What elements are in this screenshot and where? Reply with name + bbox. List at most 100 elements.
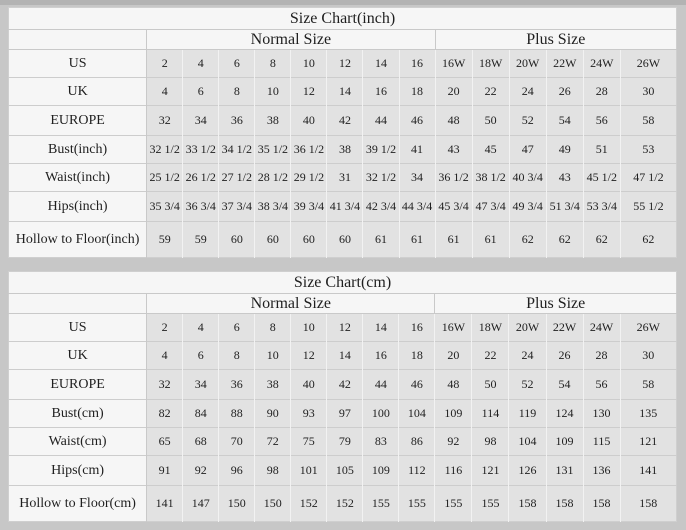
size-value-cell: 53 [619,135,677,164]
size-value-cell: 4 [182,49,219,78]
size-value-cell: 10 [290,49,327,78]
size-value-cell: 116 [434,455,472,486]
size-value-cell: 35 3/4 [146,191,183,222]
size-row: US 2 4 6 8 10 12 14 16 16W 18W 20W 22W 24W 26W [8,49,677,78]
size-value-cell: 82 [146,399,183,428]
size-value-cell: 60 [218,221,255,258]
size-chart-cm-section: Size Chart(cm) Normal Size Plus Size US 2… [8,271,677,522]
size-value-cell: 75 [290,427,327,456]
size-value-cell: 121 [471,455,509,486]
size-chart-cm-table: Size Chart(cm) Normal Size Plus Size US 2… [8,271,677,522]
size-value-cell: 141 [619,455,677,486]
size-value-cell: 8 [254,313,291,342]
window-top-strip [0,0,686,5]
size-rows-body: US 2 4 6 8 10 12 14 16 16W 18W 20W 22W 24W 26W UK 4 6 8 10 1… [8,49,677,258]
size-value-cell: 45 3/4 [434,191,473,222]
size-value-cell: 18W [471,49,510,78]
size-row: Waist(cm) 65 68 70 72 75 79 83 86 92 98 104 109 115 12… [8,427,677,456]
size-value-cell: 119 [508,399,546,428]
size-value-cell: 48 [434,369,472,400]
size-value-cell: 86 [398,427,435,456]
size-value-cell: 36 3/4 [182,191,219,222]
size-value-cell: 34 1/2 [218,135,255,164]
size-value-cell: 26W [619,49,677,78]
size-value-cell: 34 [398,163,436,192]
size-value-cell: 24 [508,77,547,106]
row-label: Waist(cm) [8,427,147,456]
size-value-cell: 2 [146,49,183,78]
size-value-cell: 18 [398,77,436,106]
size-value-cell: 20 [434,341,472,370]
size-value-cell: 98 [254,455,291,486]
size-value-cell: 61 [398,221,436,258]
size-value-cell: 38 [254,369,291,400]
size-value-cell: 51 3/4 [545,191,584,222]
size-value-cell: 88 [218,399,255,428]
group-header-row: Normal Size Plus Size [8,293,677,314]
size-value-cell: 12 [326,313,363,342]
size-value-cell: 26W [619,313,677,342]
size-value-cell: 37 3/4 [218,191,255,222]
size-value-cell: 121 [619,427,677,456]
size-value-cell: 59 [146,221,183,258]
size-value-cell: 4 [182,313,219,342]
row-label: Hollow to Floor(inch) [8,221,147,258]
size-value-cell: 43 [434,135,473,164]
size-value-cell: 109 [545,427,584,456]
size-row: Bust(inch) 32 1/2 33 1/2 34 1/2 35 1/2 36 1/2… [8,135,677,164]
size-value-cell: 26 [545,341,584,370]
size-value-cell: 62 [582,221,621,258]
size-value-cell: 46 [398,105,436,136]
size-value-cell: 38 [254,105,291,136]
row-label: UK [8,77,147,106]
size-value-cell: 155 [434,485,472,522]
size-value-cell: 44 [362,369,399,400]
size-value-cell: 61 [471,221,510,258]
size-value-cell: 6 [218,313,255,342]
row-label: US [8,49,147,78]
size-value-cell: 28 1/2 [254,163,291,192]
size-value-cell: 96 [218,455,255,486]
size-value-cell: 33 1/2 [182,135,219,164]
size-value-cell: 2 [146,313,183,342]
size-value-cell: 58 [619,369,677,400]
normal-size-header: Normal Size [146,29,436,50]
size-value-cell: 62 [545,221,584,258]
size-row: EUROPE 32 34 36 38 40 42 44 46 48 50 52 54 56 58 [8,369,677,400]
size-value-cell: 155 [471,485,509,522]
size-row: Hollow to Floor(inch) 59 59 60 60 60 60 61 61 61 6… [8,221,677,258]
size-value-cell: 29 1/2 [290,163,327,192]
size-value-cell: 131 [545,455,584,486]
size-value-cell: 10 [254,77,291,106]
size-value-cell: 141 [146,485,183,522]
plus-size-header: Plus Size [434,29,677,50]
size-value-cell: 38 3/4 [254,191,291,222]
size-value-cell: 91 [146,455,183,486]
size-value-cell: 101 [290,455,327,486]
size-value-cell: 20W [508,313,546,342]
size-value-cell: 52 [508,369,546,400]
size-row: US 2 4 6 8 10 12 14 16 16W 18W 20W 22W 24W 26W [8,313,677,342]
size-value-cell: 56 [582,369,621,400]
size-value-cell: 49 3/4 [508,191,547,222]
size-value-cell: 14 [362,49,400,78]
plus-size-header: Plus Size [434,293,677,314]
size-value-cell: 130 [582,399,621,428]
size-row: Waist(inch) 25 1/2 26 1/2 27 1/2 28 1/2 29 1/… [8,163,677,192]
size-value-cell: 45 [471,135,510,164]
size-value-cell: 53 3/4 [582,191,621,222]
size-value-cell: 42 [326,369,363,400]
size-value-cell: 39 3/4 [290,191,327,222]
size-value-cell: 115 [582,427,621,456]
size-value-cell: 32 1/2 [146,135,183,164]
size-value-cell: 60 [326,221,363,258]
row-label: Hips(cm) [8,455,147,486]
size-value-cell: 6 [182,341,219,370]
size-value-cell: 43 [545,163,584,192]
size-value-cell: 92 [434,427,472,456]
empty-corner-cell [8,293,147,314]
size-value-cell: 61 [362,221,400,258]
size-value-cell: 22W [545,49,584,78]
size-value-cell: 46 [398,369,435,400]
size-value-cell: 32 1/2 [362,163,400,192]
